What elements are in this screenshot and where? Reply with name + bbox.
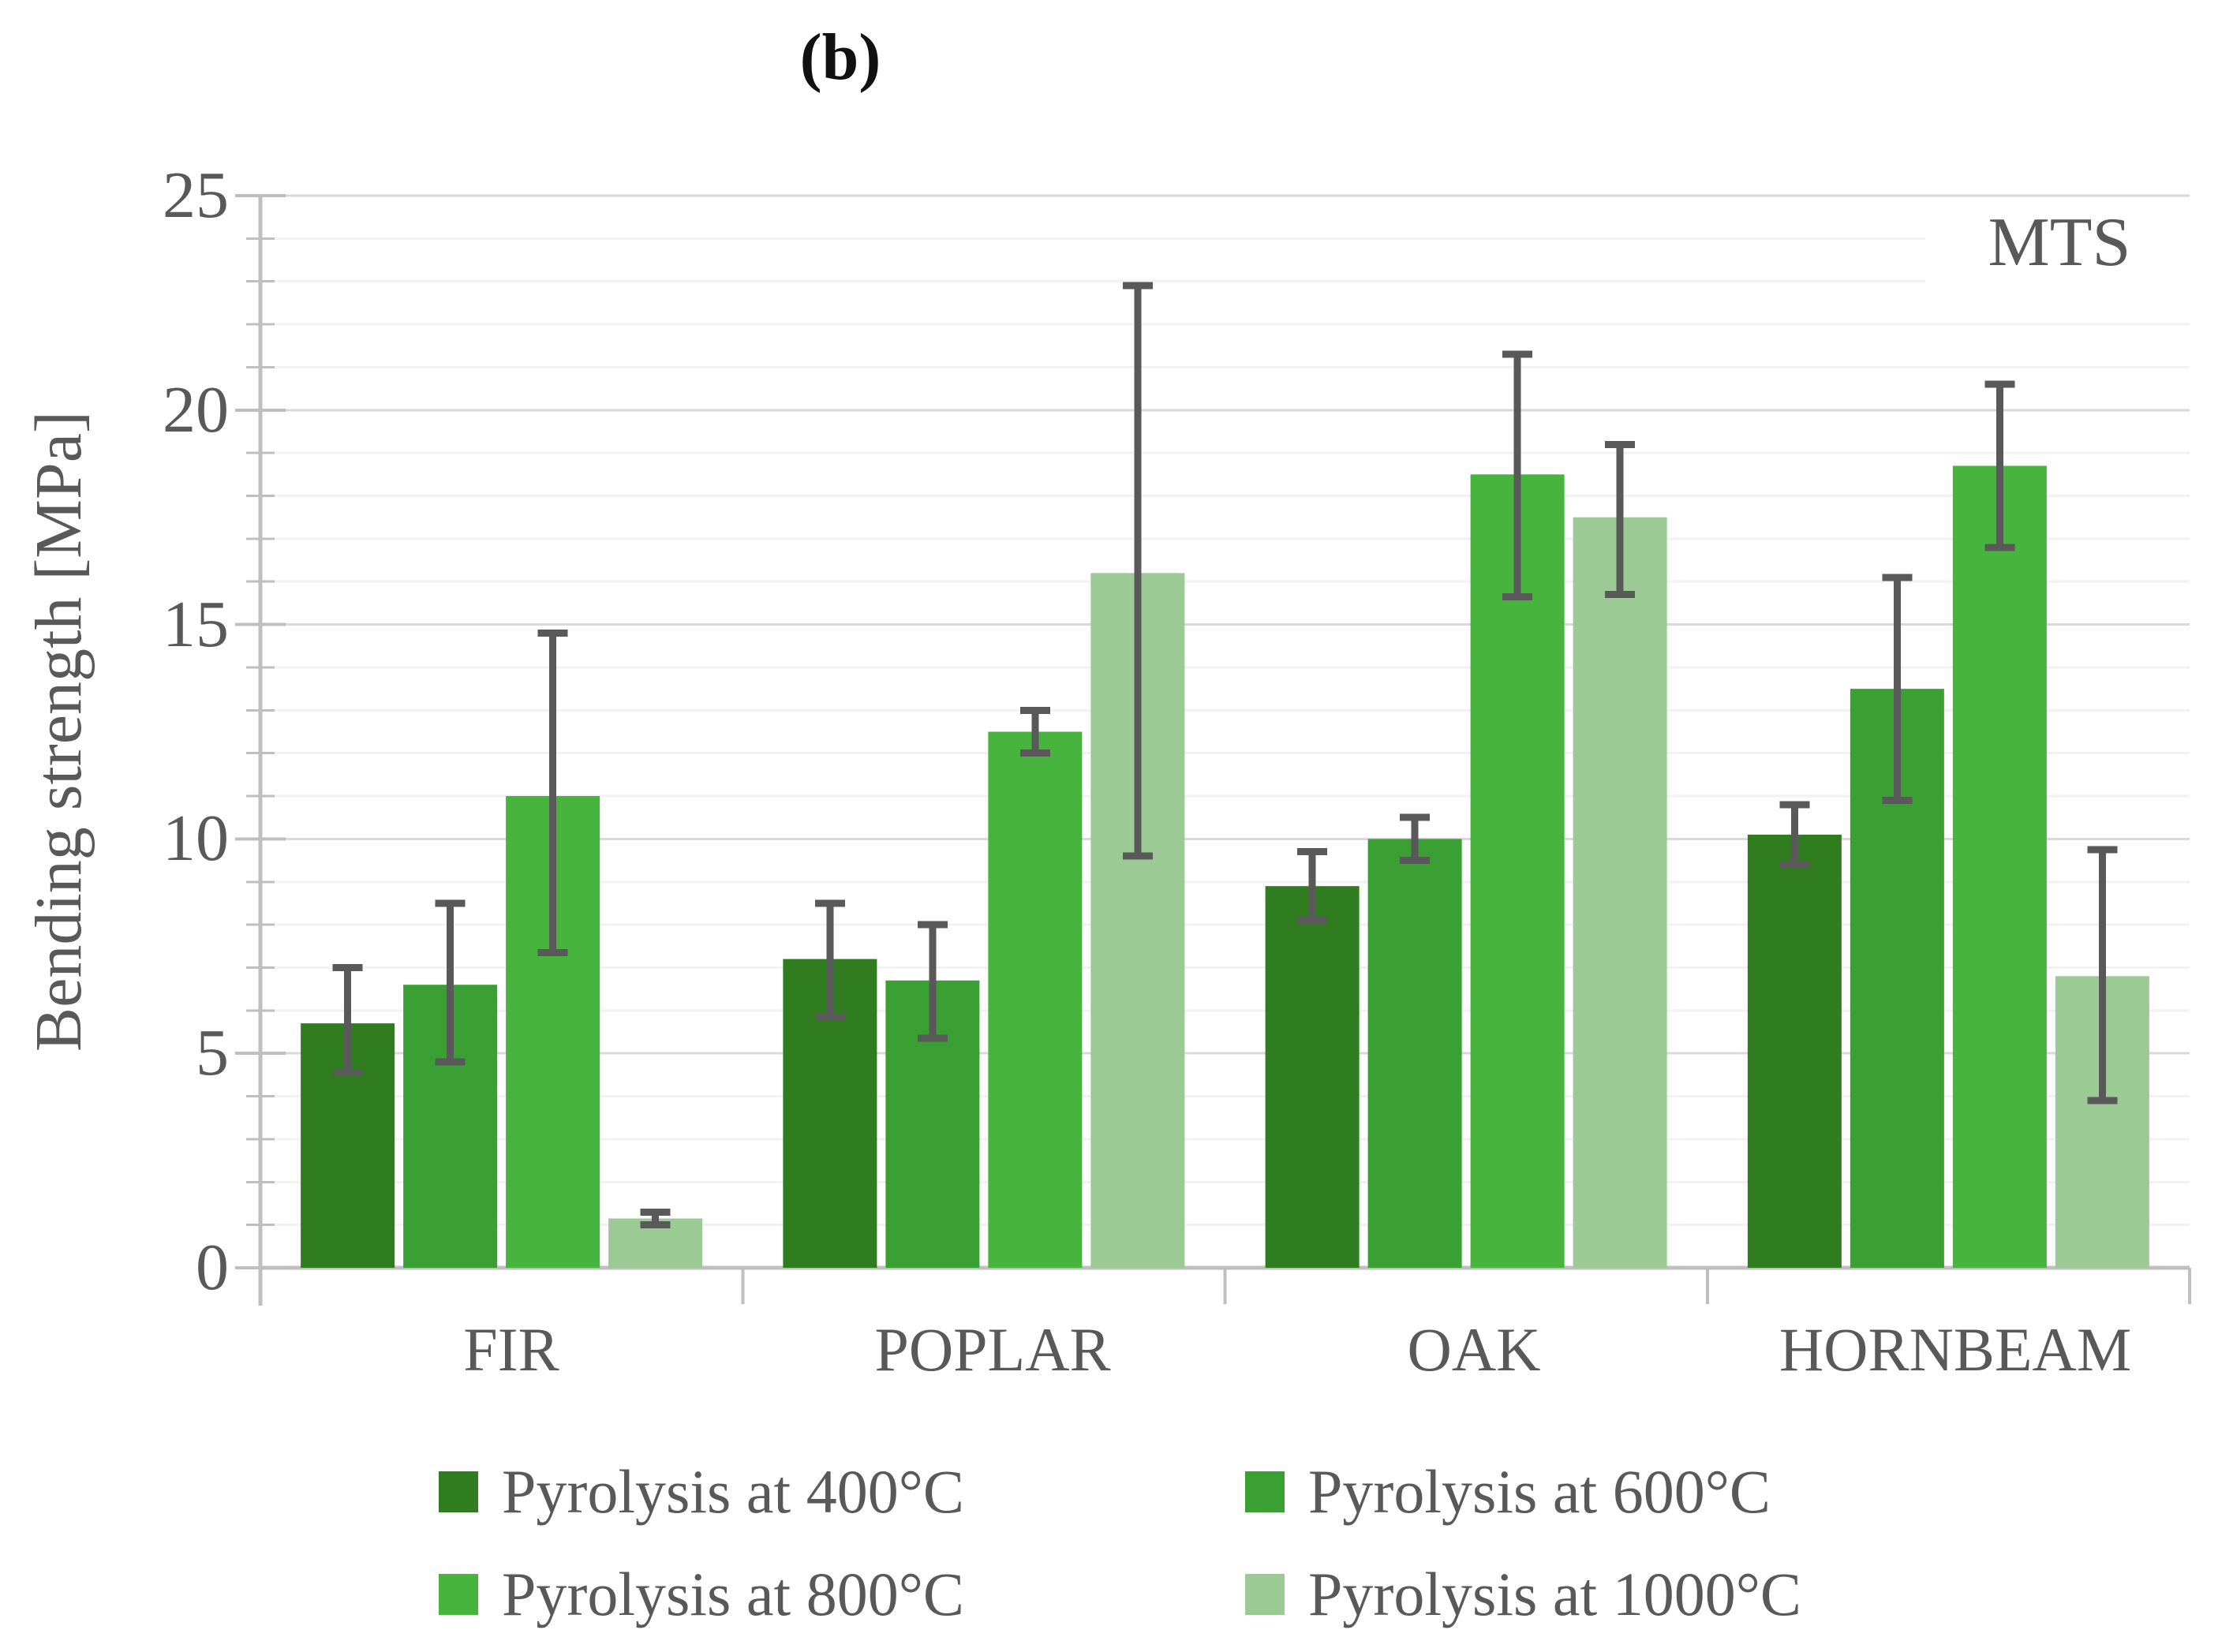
bar-oak-series0 (1265, 886, 1360, 1268)
legend-label-400: Pyrolysis at 400°C (502, 1457, 964, 1526)
legend-item-400: Pyrolysis at 400°C (439, 1456, 964, 1528)
bar-poplar-series2 (988, 731, 1083, 1268)
annotation-mts: MTS (1925, 204, 2194, 282)
legend-item-600: Pyrolysis at 600°C (1245, 1456, 1771, 1528)
legend-swatch-1000 (1245, 1574, 1285, 1615)
bar-hornbeam-series0 (1747, 834, 1842, 1268)
legend-swatch-400 (439, 1471, 478, 1512)
category-label-hornbeam: HORNBEAM (1779, 1315, 2132, 1384)
legend-label-600: Pyrolysis at 600°C (1308, 1457, 1771, 1526)
legend-label-800: Pyrolysis at 800°C (502, 1560, 964, 1628)
y-tick-label-25: 25 (163, 159, 229, 232)
y-tick-label-20: 20 (163, 372, 229, 447)
y-tick-label-15: 15 (163, 587, 229, 661)
y-tick-label-0: 0 (196, 1231, 229, 1304)
legend-swatch-800 (439, 1574, 478, 1615)
legend-label-1000: Pyrolysis at 1000°C (1308, 1560, 1801, 1628)
legend-item-1000: Pyrolysis at 1000°C (1245, 1558, 1801, 1631)
chart-title: (b) (799, 21, 881, 94)
legend-swatch-600 (1245, 1471, 1285, 1512)
legend-item-800: Pyrolysis at 800°C (439, 1558, 964, 1631)
bar-oak-series1 (1367, 839, 1462, 1268)
bar-oak-series3 (1573, 517, 1667, 1268)
bar-hornbeam-series2 (1952, 465, 2047, 1268)
y-tick-label-5: 5 (196, 1016, 229, 1090)
category-label-oak: OAK (1407, 1315, 1541, 1384)
category-label-poplar: POPLAR (874, 1315, 1111, 1384)
bar-oak-series2 (1470, 474, 1565, 1268)
category-label-fir: FIR (463, 1315, 559, 1384)
y-tick-label-10: 10 (163, 802, 229, 876)
